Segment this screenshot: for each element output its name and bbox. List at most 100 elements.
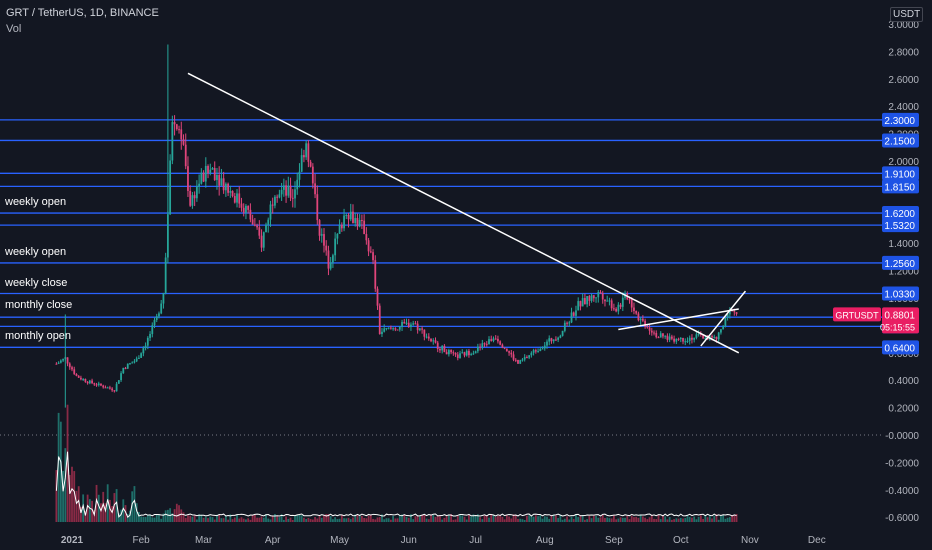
candle-body <box>93 383 96 385</box>
volume-bar <box>715 514 718 522</box>
currency-button[interactable]: USDT <box>890 7 924 22</box>
annotation-weekly-open-1: weekly open <box>5 196 67 209</box>
volume-bar <box>483 515 486 522</box>
candle-body <box>138 357 140 359</box>
volume-bar <box>294 515 296 522</box>
volume-bar <box>579 516 582 522</box>
volume-bar <box>162 513 165 522</box>
volume-bar <box>559 514 562 522</box>
candle-body <box>356 218 359 227</box>
volume-bar <box>568 519 571 522</box>
volume-bar <box>653 518 655 522</box>
volume-bar <box>528 515 531 522</box>
candle-body <box>365 234 368 241</box>
volume-bar <box>519 518 522 522</box>
candle-body <box>202 172 205 182</box>
volume-bar <box>733 514 736 522</box>
volume-bar <box>682 518 684 522</box>
volume-bar <box>182 512 185 522</box>
candle-body <box>644 320 647 327</box>
candle-body <box>702 334 704 339</box>
candle-body <box>182 139 185 145</box>
candle-body <box>528 355 531 358</box>
candle-body <box>575 310 577 316</box>
candle-body <box>82 378 85 380</box>
candle-body <box>474 351 477 354</box>
volume-bar <box>436 516 439 522</box>
candle-body <box>374 260 377 289</box>
volume-bar <box>129 510 131 522</box>
time-tick-label: Mar <box>195 535 213 546</box>
volume-bar <box>617 518 620 522</box>
candle-body <box>403 321 406 324</box>
candle-body <box>588 296 591 301</box>
candle-body <box>724 317 727 326</box>
volume-bar <box>180 509 183 522</box>
candle-body <box>231 191 234 197</box>
candle-body <box>153 320 156 326</box>
countdown-label: 05:15:55 <box>880 322 915 332</box>
candle-body <box>184 144 187 167</box>
volume-bar <box>289 517 292 522</box>
candle-body <box>378 305 381 335</box>
candle-body <box>405 322 408 324</box>
volume-bar <box>577 517 580 522</box>
volume-bar <box>561 519 564 522</box>
candle-body <box>550 338 553 342</box>
symbol-tag <box>833 307 881 322</box>
candle-body <box>510 352 513 355</box>
candle-body <box>639 318 642 321</box>
candle-body <box>282 185 285 190</box>
candle-body <box>298 171 301 180</box>
price-tick-label: 2.0000 <box>888 157 919 168</box>
candle-body <box>233 196 236 203</box>
candle-body <box>566 322 568 324</box>
level-tag <box>882 340 919 355</box>
volume-bar <box>494 517 497 522</box>
volume-bar <box>626 515 629 522</box>
candle-body <box>258 227 261 236</box>
candle-body <box>158 313 160 317</box>
candle-body <box>579 301 582 307</box>
volume-ma-line <box>55 451 737 519</box>
candle-body <box>512 354 515 360</box>
candle-body <box>488 339 490 345</box>
candle-body <box>213 168 216 180</box>
volume-bar <box>209 516 212 522</box>
volume-bar <box>296 515 299 522</box>
volume-bar <box>253 514 256 522</box>
candle-body <box>100 383 102 386</box>
volume-bar <box>474 515 477 522</box>
volume-bar <box>109 499 111 522</box>
volume-bar <box>104 503 107 522</box>
candle-body <box>508 351 510 353</box>
candle-body <box>505 348 508 352</box>
volume-bar <box>416 516 419 522</box>
volume-bar <box>334 517 337 522</box>
volume-bar <box>454 519 457 522</box>
candle-body <box>180 129 183 140</box>
candle-body <box>414 323 417 325</box>
volume-bar <box>195 519 198 522</box>
candle-body <box>443 345 446 353</box>
candle-body <box>195 186 198 199</box>
candle-body <box>62 358 64 361</box>
candle-body <box>561 330 564 336</box>
volume-bar <box>717 519 720 522</box>
candle-body <box>383 328 386 332</box>
candle-body <box>354 218 357 224</box>
candle-body <box>653 332 655 334</box>
candle-body <box>334 238 337 256</box>
volume-bar <box>175 503 178 522</box>
time-tick-label: 2021 <box>61 535 84 546</box>
candle-body <box>253 224 256 226</box>
volume-bar <box>706 517 709 522</box>
volume-bar <box>231 519 234 522</box>
candle-body <box>572 312 575 316</box>
candle-body <box>418 328 421 331</box>
candle-body <box>541 348 544 350</box>
candle-body <box>539 349 542 352</box>
volume-bar <box>222 518 225 522</box>
volume-bar <box>71 466 73 522</box>
